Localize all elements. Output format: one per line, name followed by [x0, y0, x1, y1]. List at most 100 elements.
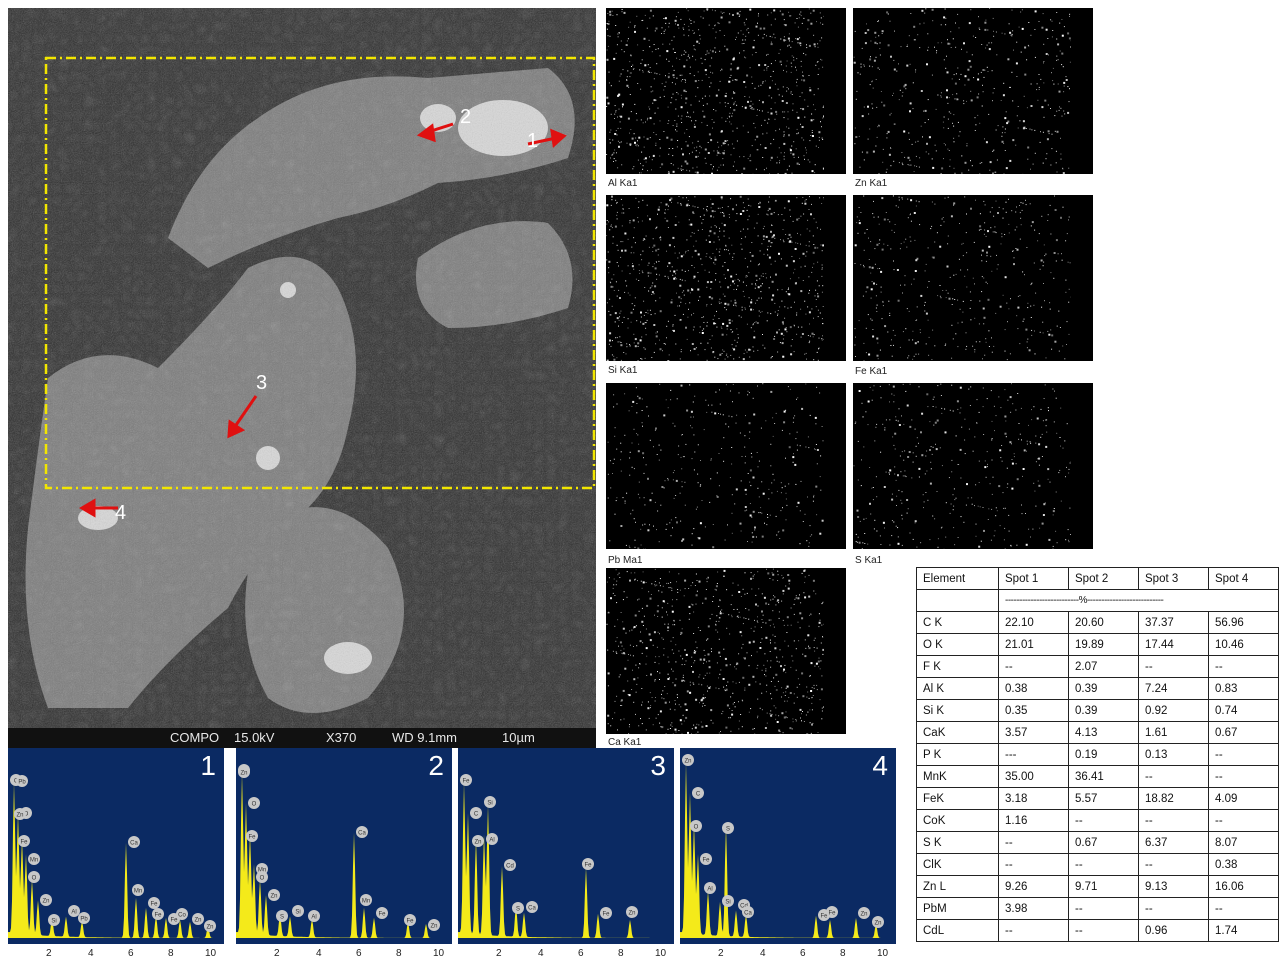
- svg-text:C: C: [474, 812, 479, 818]
- table-row: Zn L 9.26 9.71 9.13 16.06: [916, 875, 1279, 898]
- svg-text:Al: Al: [311, 915, 316, 921]
- spectrum-tick: 10: [433, 948, 445, 959]
- peak-label: Fe: [826, 906, 838, 918]
- table-cell: 0.74: [1208, 699, 1279, 722]
- spectrum-tick: 6: [128, 948, 134, 959]
- svg-text:S: S: [516, 907, 520, 913]
- spectrum-number-1: 1: [200, 750, 216, 781]
- table-cell: 16.06: [1208, 875, 1279, 898]
- svg-text:O: O: [32, 876, 37, 882]
- table-cell: 10.46: [1208, 633, 1279, 656]
- spectrum-tick: 2: [718, 948, 724, 959]
- svg-text:Fe: Fe: [462, 779, 470, 785]
- table-cell: 5.57: [1068, 787, 1139, 810]
- svg-text:Si: Si: [487, 801, 492, 807]
- spectrum-tick: 10: [205, 948, 217, 959]
- peak-label: Ca: [356, 826, 368, 838]
- svg-text:Zn: Zn: [194, 918, 201, 924]
- spectrum-1: C O Fe Mn O Zn Si Al Pb Ca Mn Fe Fe Fe Co Zn Zn Pb Zn 1 2 4…: [8, 748, 224, 968]
- table-cell: 1.16: [998, 809, 1069, 832]
- table-cell: --: [1138, 765, 1209, 788]
- spectrum-number-4: 4: [872, 750, 888, 781]
- peak-label: Fe: [376, 907, 388, 919]
- spectrum-tick: 8: [396, 948, 402, 959]
- table-cell: P K: [916, 743, 999, 766]
- svg-text:S: S: [280, 915, 284, 921]
- spectrum-3: Fe C Zn Al Si Cd S Ca Fe Fe Zn 3 2 4 6 8 10: [458, 748, 674, 968]
- svg-text:Zn: Zn: [16, 813, 23, 819]
- svg-text:Mn: Mn: [134, 889, 142, 895]
- svg-text:Al: Al: [71, 910, 76, 916]
- svg-text:Ca: Ca: [744, 911, 752, 917]
- peak-label: S: [722, 822, 734, 834]
- table-cell: 4.13: [1068, 721, 1139, 744]
- table-header-cell: Spot 1: [998, 567, 1069, 590]
- spectrum-number-2: 2: [428, 750, 444, 781]
- spectrum-2: COFeMnOZnSSiAlCaMnFeFeZnZn2 2 4 6 8 10: [236, 748, 452, 968]
- spot-label-2: 2: [460, 106, 472, 128]
- svg-text:Al: Al: [489, 838, 494, 844]
- spectrum-tick: 4: [760, 948, 766, 959]
- peak-label: Zn: [40, 894, 52, 906]
- table-cell: 0.35: [998, 699, 1069, 722]
- table-row: O K 21.01 19.89 17.44 10.46: [916, 633, 1279, 656]
- svg-text:S: S: [726, 827, 730, 833]
- peak-label: Fe: [582, 858, 594, 870]
- peak-label: Co: [176, 908, 188, 920]
- table-cell: 3.18: [998, 787, 1069, 810]
- spectrum-axis-1: 2 4 6 8 10: [8, 944, 224, 968]
- spectrum-tick: 6: [578, 948, 584, 959]
- table-cell: --: [1138, 853, 1209, 876]
- table-cell: ---: [998, 743, 1069, 766]
- table-row: ClK -- -- -- 0.38: [916, 853, 1279, 876]
- spectrum-tick: 10: [877, 948, 889, 959]
- peak-label: S: [512, 902, 524, 914]
- table-cell: 1.61: [1138, 721, 1209, 744]
- spectrum-number-3: 3: [650, 750, 666, 781]
- svg-text:Co: Co: [178, 913, 186, 919]
- svg-text:O: O: [260, 876, 265, 882]
- element-map-ca: [606, 568, 846, 734]
- table-cell: 0.67: [1208, 721, 1279, 744]
- table-cell: --: [1138, 897, 1209, 920]
- peak-label: Si: [48, 914, 60, 926]
- table-cell: 17.44: [1138, 633, 1209, 656]
- svg-text:Zn: Zn: [628, 911, 635, 917]
- spectrum-trace: [8, 782, 224, 938]
- peak-label: Mn: [28, 853, 40, 865]
- element-map-fe: [853, 195, 1093, 361]
- spectrum-tick: 2: [496, 948, 502, 959]
- peak-label: O: [690, 820, 702, 832]
- table-cell: O K: [916, 633, 999, 656]
- svg-text:Fe: Fe: [248, 835, 256, 841]
- table-cell: F K: [916, 655, 999, 678]
- peak-label: Fe: [18, 835, 30, 847]
- peak-label: Ca: [128, 836, 140, 848]
- table-cell: 20.60: [1068, 611, 1139, 634]
- svg-text:Si: Si: [51, 919, 56, 925]
- svg-text:Zn: Zn: [860, 912, 867, 918]
- table-cell: 0.38: [1208, 853, 1279, 876]
- peak-label: Al: [68, 905, 80, 917]
- svg-text:Fe: Fe: [378, 912, 386, 918]
- svg-text:Ca: Ca: [528, 906, 536, 912]
- table-row: PbM 3.98 -- -- --: [916, 897, 1279, 920]
- table-cell: --: [998, 919, 1069, 942]
- element-map-al: [606, 8, 846, 174]
- map-label-zn: Zn Ka1: [855, 178, 888, 189]
- svg-text:Zn: Zn: [42, 899, 49, 905]
- svg-text:C: C: [696, 792, 701, 798]
- table-header-row: Element Spot 1 Spot 2 Spot 3 Spot 4: [916, 567, 1279, 590]
- table-cell: FeK: [916, 787, 999, 810]
- table-header-cell: Spot 2: [1068, 567, 1139, 590]
- svg-text:O: O: [24, 812, 29, 818]
- table-row: CdL -- -- 0.96 1.74: [916, 919, 1279, 942]
- svg-text:Fe: Fe: [820, 914, 828, 920]
- spot-label-4: 4: [115, 502, 127, 524]
- svg-text:O: O: [252, 802, 257, 808]
- peak-label: C: [470, 807, 482, 819]
- spectrum-tick: 8: [168, 948, 174, 959]
- table-cell: 0.39: [1068, 677, 1139, 700]
- svg-text:Fe: Fe: [702, 858, 710, 864]
- table-row: FeK 3.18 5.57 18.82 4.09: [916, 787, 1279, 810]
